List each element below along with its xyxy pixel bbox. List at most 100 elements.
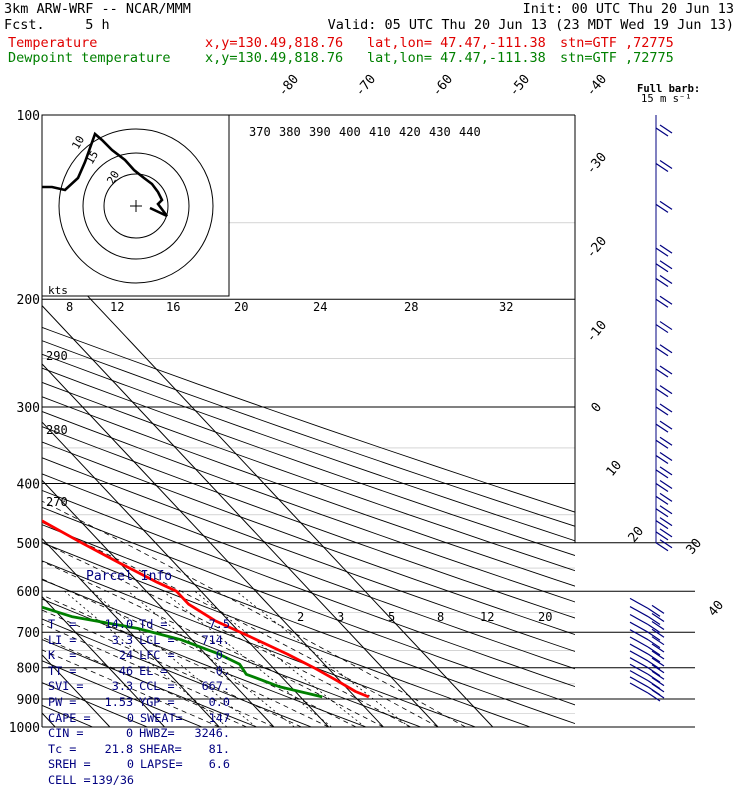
wind-barb [630, 598, 664, 616]
temperature-tick-label: -50 [507, 72, 534, 100]
parcel-info-cell: SWEAT= [134, 711, 190, 727]
parcel-info-cell: 714. [189, 633, 230, 649]
wind-barb [656, 529, 672, 540]
wind-barb [656, 386, 672, 397]
parcel-info-cell: LAPSE= [134, 757, 190, 773]
temperature-tick-label: -30 [584, 150, 611, 178]
temperature-tick-label: -20 [584, 234, 611, 262]
mixing-ratio-label: 5 [388, 610, 395, 624]
parcel-info-cell: EL = [133, 664, 189, 680]
pressure-label: 400 [17, 477, 40, 492]
theta-label: 420 [399, 125, 421, 139]
parcel-info-cell: SVI = [48, 679, 89, 695]
parcel-info-cell: PW = [48, 695, 89, 711]
mixing-ratio-label: 16 [166, 300, 180, 314]
wind-barb [656, 261, 672, 272]
parcel-info-cell: 3246. [189, 726, 230, 742]
theta-label: 400 [339, 125, 361, 139]
pressure-label: 600 [17, 585, 40, 600]
parcel-info-cell: 0 [90, 757, 134, 773]
pressure-label: 300 [17, 401, 40, 416]
parcel-info-cell: CELL = [48, 773, 90, 789]
parcel-info-cell: SREH = [48, 757, 90, 773]
wind-barb [656, 345, 672, 356]
wind-barbs [630, 115, 672, 701]
mixing-ratio-label: 8 [437, 610, 444, 624]
mixing-ratio-label: 12 [480, 610, 494, 624]
mixing-ratio-label: 20 [538, 610, 552, 624]
parcel-info-cell: 7.5 [189, 617, 230, 633]
temperature-tick-label: -60 [430, 72, 457, 100]
parcel-info-cell: SHEAR= [133, 742, 189, 758]
parcel-info-cell: 21.8 [89, 742, 133, 758]
wind-barb [656, 276, 672, 287]
parcel-info-cell: 1.53 [89, 695, 133, 711]
wind-barb [656, 366, 672, 377]
parcel-info-cell: 0 [89, 726, 133, 742]
parcel-info-cell: 46 [89, 664, 133, 680]
parcel-info-cell [190, 773, 230, 789]
parcel-info-cell: CAPE = [48, 711, 90, 727]
wind-barb [656, 160, 672, 171]
parcel-info-cell: 3.3 [89, 633, 133, 649]
parcel-info-cell: 0 [90, 711, 134, 727]
wind-barb [656, 245, 672, 256]
wind-barb [656, 480, 672, 491]
wind-barb [656, 322, 672, 333]
wind-barb [656, 404, 672, 415]
parcel-info-cell: LCL = [133, 633, 189, 649]
temperature-tick-label: -80 [276, 72, 303, 100]
pressure-label: 700 [17, 626, 40, 641]
wind-barb [656, 437, 672, 448]
parcel-info-cell: 81. [189, 742, 230, 758]
wind-barb [656, 467, 672, 478]
pressure-label: 200 [17, 293, 40, 308]
theta-label: 270 [46, 495, 68, 509]
theta-label: 370 [249, 125, 271, 139]
mixing-ratio-label: 20 [234, 300, 248, 314]
parcel-info-cell: 14.0 [89, 617, 133, 633]
theta-label: 390 [309, 125, 331, 139]
parcel-info-cell: TT = [48, 664, 89, 680]
parcel-info-cell: 139/36 [90, 773, 134, 789]
parcel-info-cell: 24 [89, 648, 133, 664]
temperature-tick-label: 40 [706, 598, 728, 620]
wind-barb [656, 201, 672, 212]
parcel-info-cell: 147 [190, 711, 230, 727]
temperature-tick-label: -70 [353, 72, 380, 100]
mixing-ratio-line [236, 591, 409, 727]
theta-label: 440 [459, 125, 481, 139]
parcel-info-cell: YGP = [133, 695, 189, 711]
parcel-info-cell [134, 773, 190, 789]
parcel-info-cell: Td = [133, 617, 189, 633]
wind-barb [656, 540, 672, 551]
pressure-label: 100 [17, 109, 40, 124]
pressure-label: 500 [17, 537, 40, 552]
parcel-info-cell: Tc = [48, 742, 89, 758]
theta-label: 290 [46, 349, 68, 363]
parcel-info-cell: 3.3 [89, 679, 133, 695]
mixing-ratio-label: 8 [66, 300, 73, 314]
temperature-tick-label: 10 [604, 458, 626, 480]
pressure-label: 1000 [9, 721, 40, 736]
theta-label: 410 [369, 125, 391, 139]
parcel-info-row: CELL =139/36 [48, 773, 230, 789]
mixing-ratio-label: 12 [110, 300, 124, 314]
parcel-info-cell: K = [48, 648, 89, 664]
parcel-info-cell: LFC = [133, 648, 189, 664]
parcel-info-cell: 0.0 [189, 695, 230, 711]
theta-label: 280 [46, 423, 68, 437]
parcel-info-cell: HWBZ= [133, 726, 189, 742]
parcel-info-cell: 667. [189, 679, 230, 695]
wind-barb [656, 452, 672, 463]
